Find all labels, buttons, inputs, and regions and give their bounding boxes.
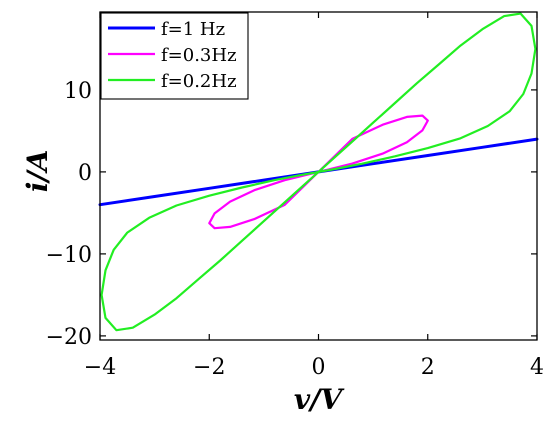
series-line-3 — [100, 12, 537, 332]
y-tick-label: 0 — [78, 161, 92, 186]
legend-label-series-1: f=1 Hz — [161, 19, 225, 40]
x-tick-label: −4 — [84, 355, 116, 380]
x-tick-label: −2 — [193, 355, 225, 380]
x-axis-title: v/V — [294, 383, 345, 416]
y-axis-title: i/A — [21, 150, 54, 193]
series-layer — [98, 12, 539, 332]
y-tick-label: 10 — [64, 79, 92, 104]
x-tick-label: 2 — [421, 355, 435, 380]
x-tick-label: 4 — [530, 355, 544, 380]
legend-label-series-3: f=0.2Hz — [161, 71, 237, 92]
y-tick-label: −20 — [46, 325, 92, 350]
legend-label-series-2: f=0.3Hz — [161, 45, 237, 66]
y-axis-ticks: −20 −10 0 10 — [46, 79, 537, 350]
series-line-2 — [208, 114, 429, 230]
y-tick-label: −10 — [46, 243, 92, 268]
x-tick-label: 0 — [312, 355, 326, 380]
x-axis-ticks: −4 −2 0 2 4 — [84, 12, 544, 380]
legend: f=1 Hz f=0.3Hz f=0.2Hz — [100, 12, 249, 100]
